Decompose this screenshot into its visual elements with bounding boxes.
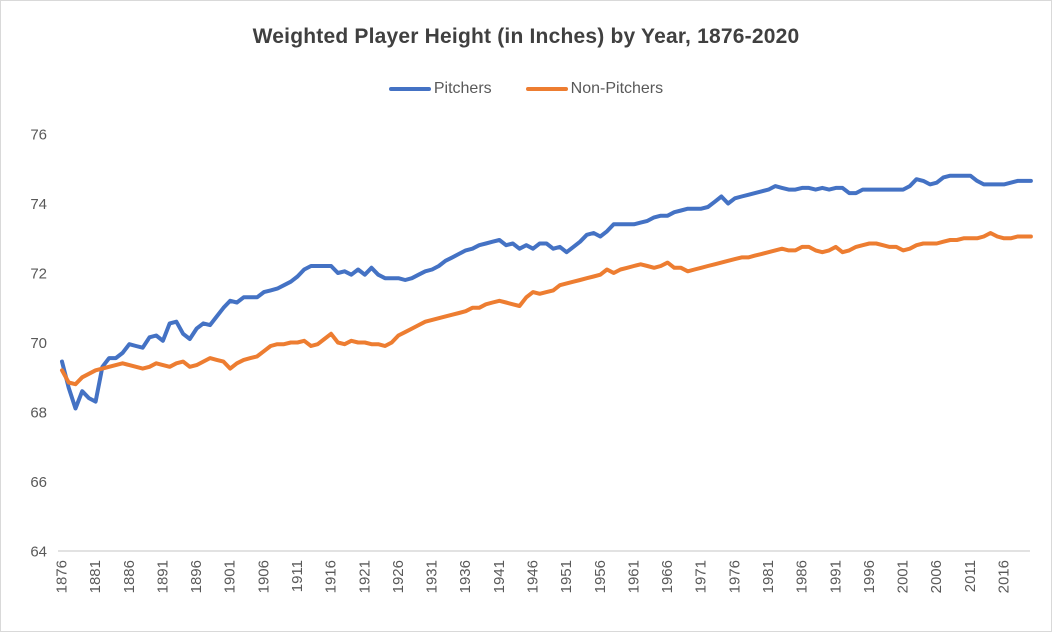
x-axis-tick-label: 1951: [558, 560, 575, 593]
x-axis-tick-label: 1966: [659, 560, 676, 593]
x-axis-tick-label: 1886: [121, 560, 138, 593]
x-axis-tick-label: 1946: [525, 560, 542, 593]
x-axis-tick-label: 1901: [222, 560, 239, 593]
chart-legend: Pitchers Non-Pitchers: [1, 80, 1051, 98]
x-axis-tick-label: 1971: [693, 560, 710, 593]
x-axis-tick-label: 1981: [760, 560, 777, 593]
x-axis-tick-label: 1881: [87, 560, 104, 593]
x-axis-tick-label: 1976: [726, 560, 743, 593]
x-axis-tick-label: 1921: [356, 560, 373, 593]
legend-item-pitchers: Pitchers: [388, 80, 492, 98]
x-axis-tick-label: 1991: [827, 560, 844, 593]
legend-label-non-pitchers: Non-Pitchers: [570, 80, 664, 97]
x-axis-tick-label: 1931: [424, 560, 441, 593]
x-axis-tick-label: 1891: [154, 560, 171, 593]
x-axis-tick-label: 1961: [625, 560, 642, 593]
x-axis-tick-label: 1896: [188, 560, 205, 593]
y-axis-tick-label: 76: [30, 127, 47, 144]
x-axis-tick-label: 1941: [491, 560, 508, 593]
x-axis-tick-label: 2016: [996, 560, 1013, 593]
x-axis-tick-label: 1906: [255, 560, 272, 593]
x-axis-tick-label: 1936: [457, 560, 474, 593]
chart-title: Weighted Player Height (in Inches) by Ye…: [252, 25, 800, 48]
y-axis-tick-label: 74: [30, 196, 47, 213]
x-axis-tick-label: 1986: [794, 560, 811, 593]
y-axis-tick-label: 66: [30, 474, 47, 491]
x-axis-tick-label: 2011: [962, 560, 979, 592]
pitchers-line-swatch: [388, 87, 431, 91]
x-axis-tick-label: 2006: [928, 560, 945, 593]
x-axis-tick-label: 1996: [861, 560, 878, 593]
legend-label-pitchers: Pitchers: [433, 80, 492, 97]
x-axis-tick-label: 1911: [289, 560, 306, 592]
series-line-non-pitchers: [60, 231, 1033, 387]
non-pitchers-line-swatch: [525, 87, 568, 91]
x-axis-tick-label: 1956: [592, 560, 609, 593]
series-line-pitchers: [60, 173, 1033, 411]
x-axis-tick-label: 2001: [895, 560, 912, 593]
y-axis-tick-label: 70: [30, 335, 47, 352]
legend-item-non-pitchers: Non-Pitchers: [525, 80, 664, 98]
x-axis-tick-label: 1926: [390, 560, 407, 593]
x-axis-tick-label: 1916: [323, 560, 340, 593]
y-axis-tick-label: 68: [30, 405, 47, 422]
y-axis-tick-label: 72: [30, 266, 47, 283]
x-axis-tick-label: 1876: [54, 560, 71, 593]
y-axis-tick-label: 64: [30, 544, 47, 561]
